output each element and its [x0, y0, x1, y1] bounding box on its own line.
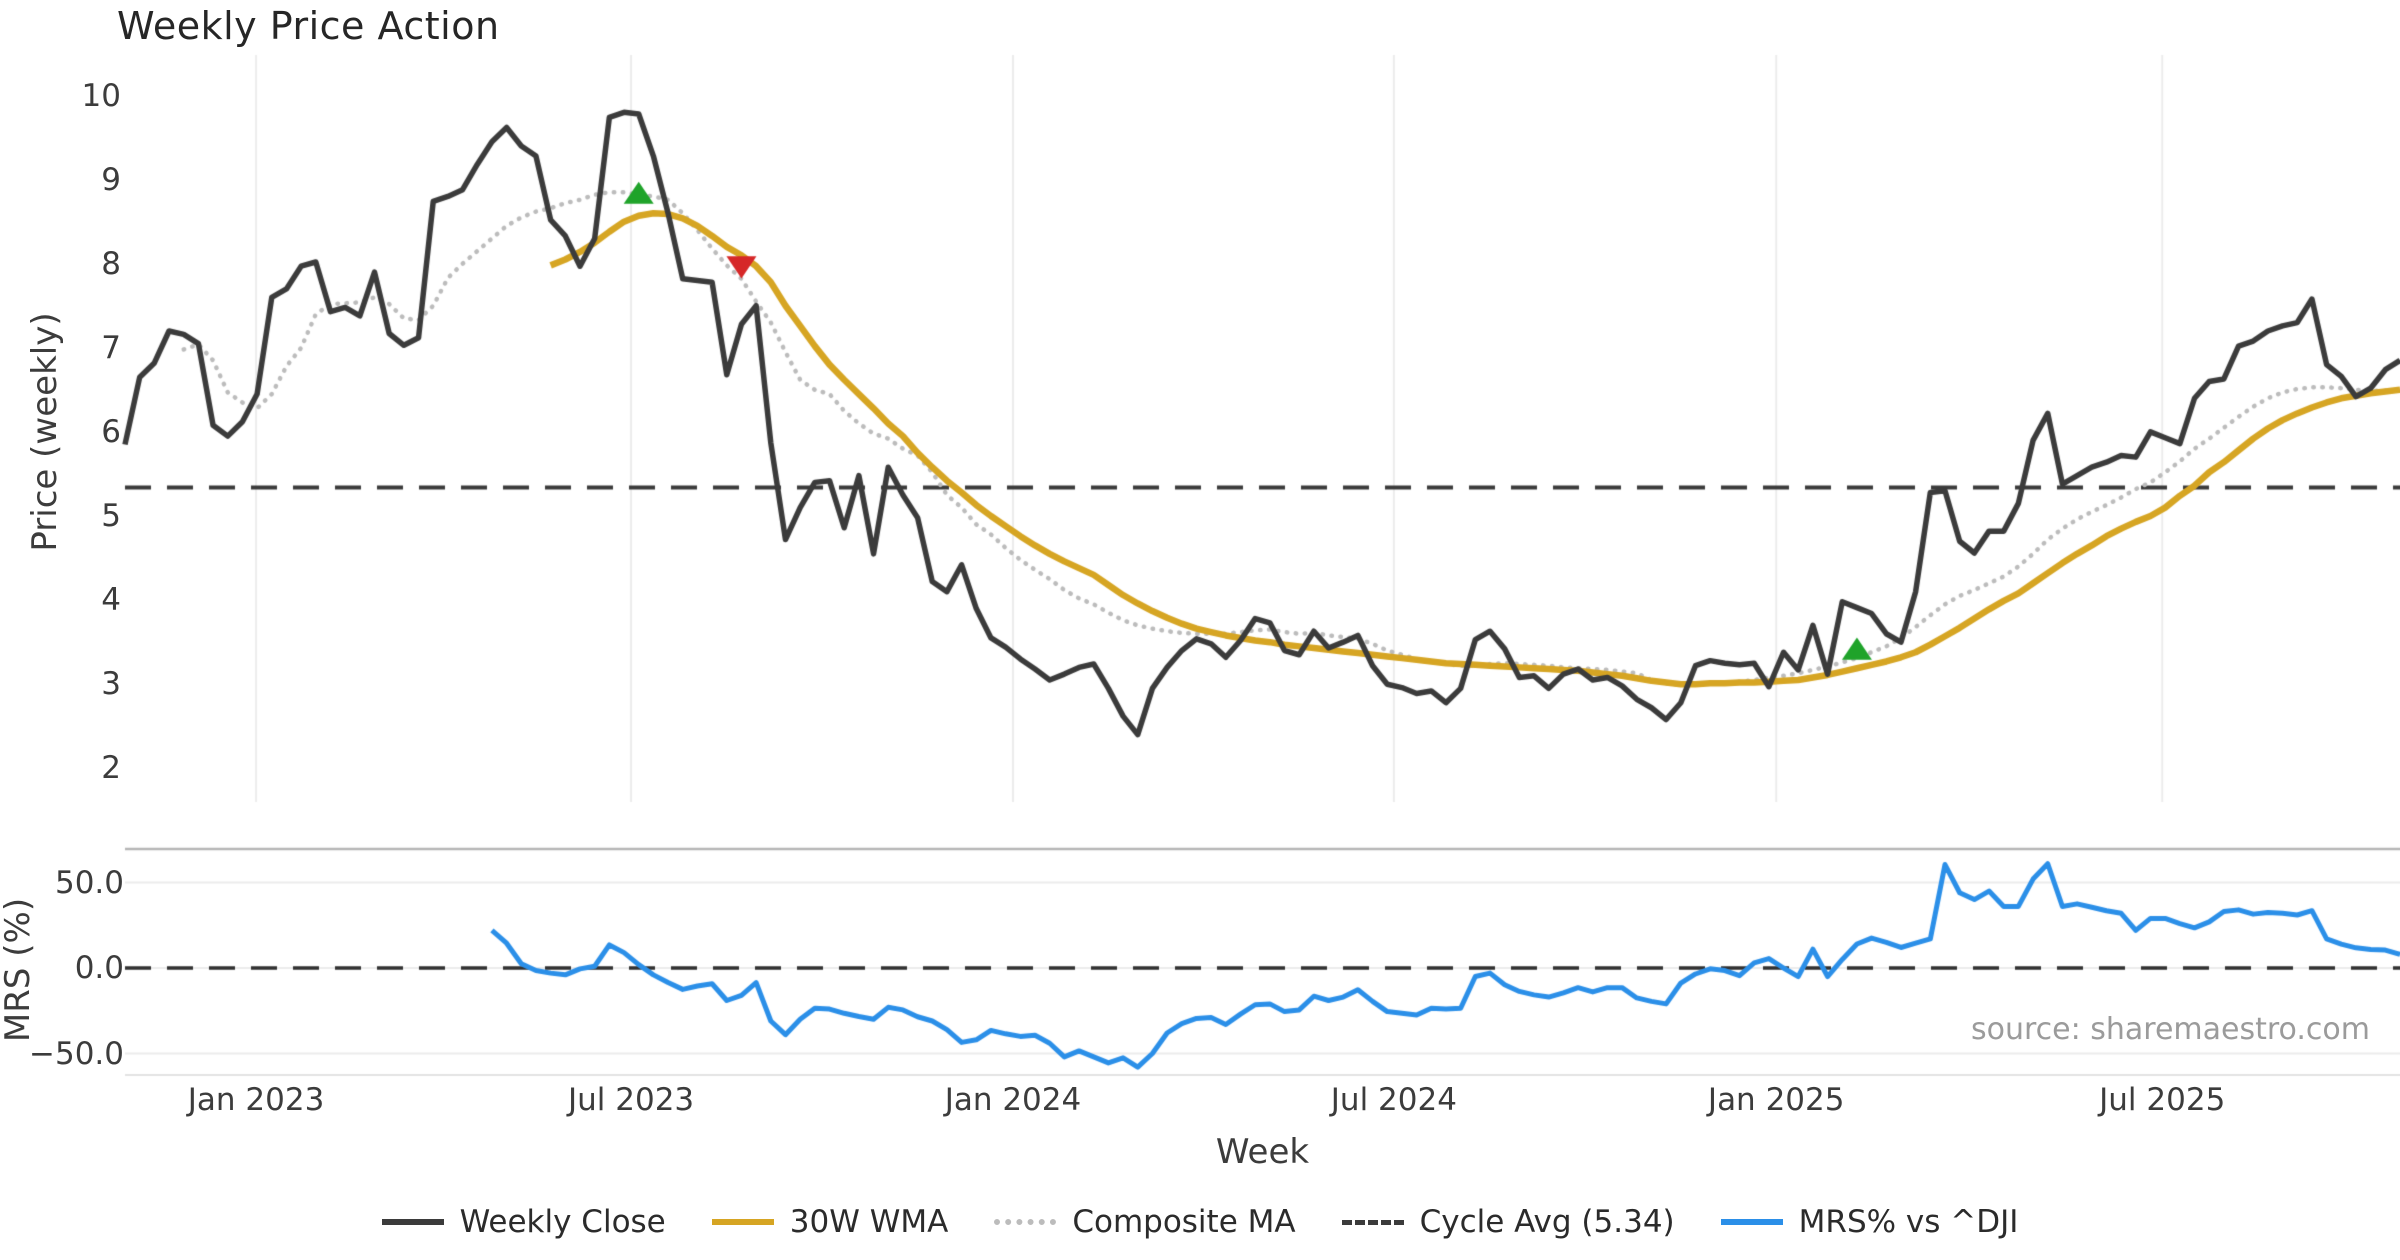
price-ytick-10: 10 [81, 77, 121, 114]
legend-label: MRS% vs ^DJI [1798, 1204, 2019, 1240]
mrs-ytick-50: 50.0 [54, 864, 124, 901]
xtick-jan-2023: Jan 2023 [187, 1082, 325, 1118]
x-axis-title: Week [1215, 1132, 1310, 1172]
price-ytick-4: 4 [101, 582, 121, 619]
legend-item-composite-ma[interactable]: Composite MA [994, 1204, 1296, 1240]
legend-label: 30W WMA [789, 1204, 949, 1240]
chart-legend: Weekly Close 30W WMA Composite MA Cycle Avg… [0, 1204, 2400, 1240]
xtick-jul-2025: Jul 2025 [2099, 1082, 2226, 1118]
chart-title: Weekly Price Action [117, 4, 500, 48]
price-ytick-2: 2 [101, 750, 121, 787]
mrs-ytick--50: −50.0 [29, 1035, 124, 1072]
mrs-ytick-0: 0.0 [74, 950, 124, 986]
legend-swatch-solid [711, 1219, 774, 1225]
xtick-jul-2023: Jul 2023 [567, 1082, 695, 1118]
price-ytick-8: 8 [101, 245, 121, 282]
price-ytick-7: 7 [101, 329, 121, 366]
legend-swatch-solid [1720, 1219, 1783, 1225]
price-ytick-9: 9 [101, 161, 121, 198]
legend-swatch-solid [381, 1219, 444, 1225]
legend-item-mrs-vs-dji[interactable]: MRS% vs ^DJI [1720, 1204, 2019, 1240]
xtick-jan-2024: Jan 2024 [944, 1082, 1082, 1118]
legend-label: Composite MA [1072, 1204, 1296, 1240]
legend-item-weekly-close[interactable]: Weekly Close [381, 1204, 666, 1240]
legend-swatch-dotted [994, 1219, 1057, 1225]
source-note: source: sharemaestro.com [1971, 1012, 2370, 1047]
price-ytick-3: 3 [101, 666, 121, 703]
legend-item-cycle-avg-5-34-[interactable]: Cycle Avg (5.34) [1341, 1204, 1675, 1240]
legend-item-30w-wma[interactable]: 30W WMA [711, 1204, 949, 1240]
xtick-jul-2024: Jul 2024 [1330, 1082, 1457, 1118]
legend-swatch-dashed [1341, 1219, 1404, 1225]
price-ytick-6: 6 [101, 413, 121, 450]
xtick-jan-2025: Jan 2025 [1707, 1082, 1845, 1118]
legend-label: Weekly Close [459, 1204, 666, 1240]
legend-label: Cycle Avg (5.34) [1419, 1204, 1675, 1240]
price-ytick-5: 5 [101, 498, 121, 534]
